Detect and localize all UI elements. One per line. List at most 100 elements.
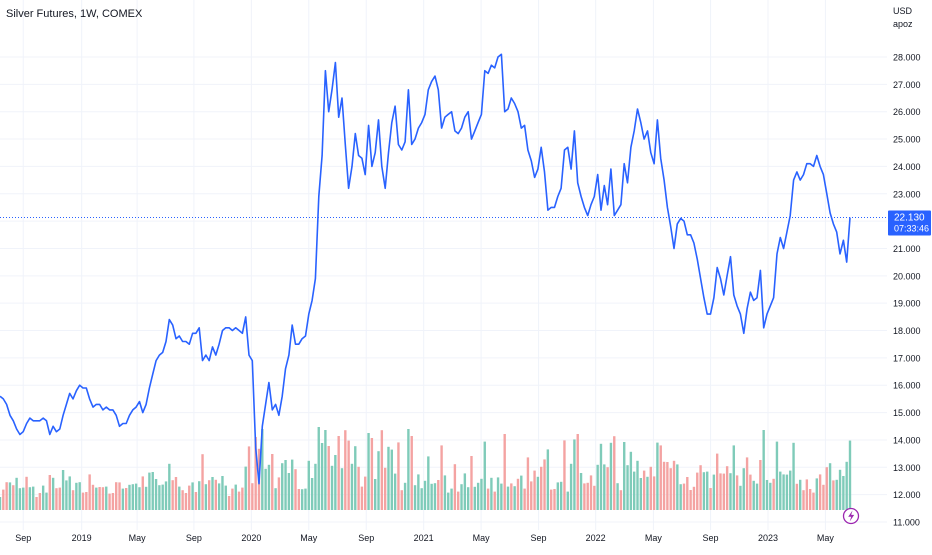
volume-bar: [732, 445, 735, 510]
volume-bar: [267, 464, 271, 510]
volume-bar: [476, 482, 480, 510]
volume-bar: [669, 468, 672, 510]
volume-bar: [466, 487, 470, 510]
volume-bar: [762, 430, 765, 510]
volume-bar: [81, 492, 85, 510]
lightning-bolt-icon[interactable]: [842, 507, 860, 525]
volume-bar: [364, 476, 367, 510]
y-tick-label: 14.000: [893, 435, 921, 445]
volume-bar: [486, 488, 490, 510]
volume-bar: [297, 489, 301, 510]
x-tick-label: May: [129, 533, 147, 543]
volume-bar: [848, 440, 852, 510]
volume-bar: [563, 440, 566, 510]
x-tick-label: May: [645, 533, 663, 543]
volume-bar: [281, 463, 284, 510]
volume-bar: [596, 464, 599, 510]
volume-bar: [613, 436, 616, 510]
volume-bar: [8, 482, 12, 510]
volume-bar: [805, 479, 809, 510]
volume-bar: [397, 442, 400, 510]
volume-bar: [164, 481, 168, 510]
volume-bar: [639, 478, 643, 510]
volume-bar: [413, 485, 417, 510]
volume-bar: [284, 460, 287, 510]
volume-bar: [769, 482, 772, 510]
countdown-label: 07:33:46: [894, 224, 929, 234]
volume-bar: [420, 488, 423, 510]
volume-bars: [0, 427, 852, 510]
volume-bar: [118, 482, 121, 510]
y-tick-label: 13.000: [893, 463, 921, 473]
y-tick-label: 18.000: [893, 326, 921, 336]
volume-bar: [300, 489, 304, 510]
x-tick-label: Sep: [15, 533, 31, 543]
volume-bar: [337, 436, 340, 510]
volume-bar: [523, 488, 526, 510]
volume-bar: [659, 445, 662, 510]
volume-bar: [473, 486, 476, 510]
x-tick-label: May: [817, 533, 835, 543]
volume-bar: [443, 475, 447, 510]
volume-bar: [825, 467, 828, 510]
y-tick-label: 11.000: [893, 518, 920, 528]
volume-bar: [822, 484, 825, 510]
volume-bar: [828, 463, 832, 510]
volume-bar: [310, 478, 314, 510]
volume-bar: [403, 482, 407, 510]
volume-bar: [194, 492, 198, 510]
volume-bar: [22, 487, 25, 510]
volume-bar: [549, 489, 553, 510]
volume-bar: [287, 473, 291, 510]
price-line: [0, 53, 851, 485]
volume-bar: [500, 483, 503, 510]
volume-bar: [775, 441, 779, 510]
x-tick-label: Sep: [186, 533, 202, 543]
y-tick-label: 20.000: [893, 271, 921, 281]
y-tick-label: 12.000: [893, 490, 921, 500]
volume-bar: [765, 480, 769, 510]
volume-bar: [672, 460, 676, 510]
volume-bar: [779, 471, 782, 510]
volume-bar: [377, 451, 380, 510]
volume-bar: [686, 477, 689, 510]
price-axis-panel[interactable]: [887, 0, 932, 550]
volume-bar: [115, 482, 118, 510]
volume-bar: [556, 482, 560, 510]
volume-bar: [543, 459, 546, 510]
volume-bar: [715, 453, 719, 510]
volume-bar: [207, 480, 211, 510]
volume-bar: [749, 474, 752, 510]
volume-bar: [540, 466, 543, 510]
volume-bar: [65, 480, 68, 510]
volume-bar: [447, 492, 450, 510]
y-tick-label: 26.000: [893, 107, 921, 117]
volume-bar: [68, 476, 71, 510]
volume-bar: [593, 485, 596, 510]
volume-bar: [799, 479, 802, 510]
volume-bar: [360, 486, 364, 510]
volume-bar: [842, 476, 845, 510]
y-tick-label: 15.000: [893, 408, 921, 418]
volume-bar: [330, 465, 334, 510]
volume-bar: [457, 491, 460, 510]
volume-bar: [307, 460, 310, 510]
volume-bar: [101, 487, 105, 510]
volume-bar: [344, 430, 347, 510]
volume-bar: [533, 470, 536, 510]
volume-bar: [347, 440, 350, 510]
volume-bar: [327, 446, 330, 510]
volume-bar: [214, 479, 218, 510]
volume-bar: [144, 486, 148, 510]
volume-bar: [470, 456, 473, 510]
volume-bar: [530, 481, 533, 510]
x-tick-label: Sep: [703, 533, 719, 543]
volume-bar: [151, 472, 154, 510]
volume-bar: [41, 485, 45, 510]
volume-bar: [227, 496, 231, 510]
time-axis[interactable]: Sep 2019 May Sep 2020 May Sep 2021 May Sep 2022 May…: [15, 533, 834, 543]
volume-bar: [437, 480, 440, 510]
x-tick-label: 2021: [414, 533, 434, 543]
